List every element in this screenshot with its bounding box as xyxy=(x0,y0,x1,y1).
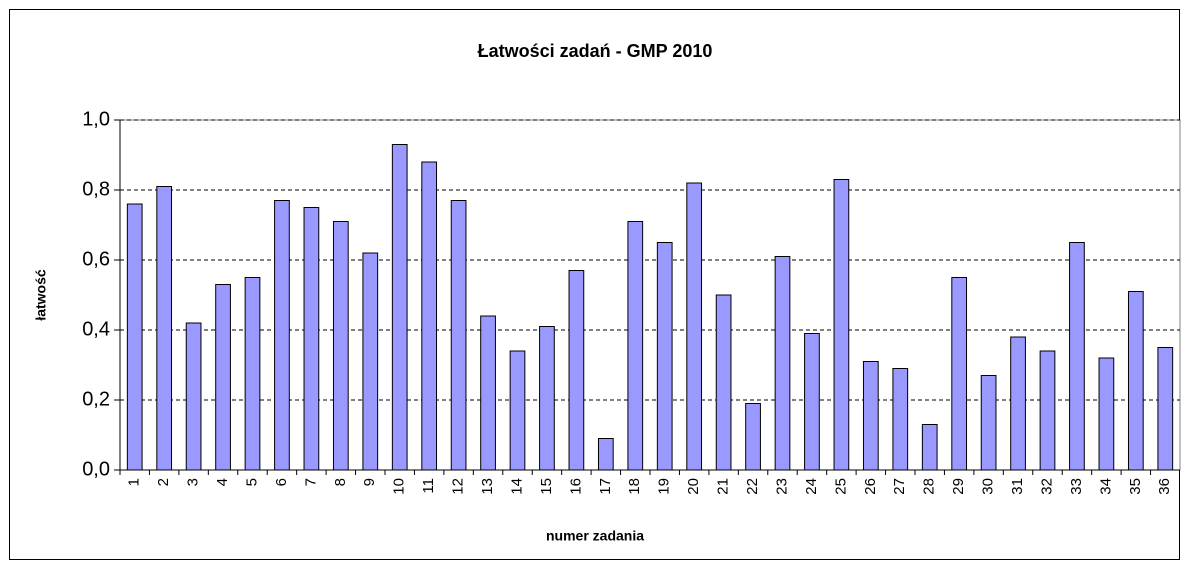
x-tick-label: 22 xyxy=(744,478,761,495)
x-tick-label: 7 xyxy=(302,478,319,486)
x-tick-label: 27 xyxy=(891,478,908,495)
x-tick-label: 33 xyxy=(1068,478,1085,495)
bar xyxy=(480,315,496,471)
bar xyxy=(421,161,438,471)
x-tick-label: 19 xyxy=(656,478,673,495)
x-tick-label: 32 xyxy=(1038,478,1055,495)
bar xyxy=(215,284,231,471)
bar xyxy=(274,200,290,471)
x-tick-label: 35 xyxy=(1127,478,1144,495)
bar xyxy=(303,207,320,471)
bar xyxy=(450,200,467,471)
bar xyxy=(1039,350,1056,471)
x-tick-label: 1 xyxy=(126,478,143,486)
y-tick-label: 0,6 xyxy=(82,248,110,270)
x-tick-label: 6 xyxy=(273,478,290,486)
bar xyxy=(126,203,143,471)
x-tick-label: 24 xyxy=(803,478,820,495)
x-tick-label: 25 xyxy=(832,478,849,495)
x-tick-label: 29 xyxy=(950,478,967,495)
plot-area xyxy=(119,119,1181,471)
x-tick-label: 14 xyxy=(508,478,525,495)
x-tick-label: 18 xyxy=(626,478,643,495)
x-tick-label: 5 xyxy=(243,478,260,486)
bar xyxy=(862,361,879,471)
x-tick-label: 9 xyxy=(361,478,378,486)
y-tick-label: 0,0 xyxy=(82,458,110,480)
bar xyxy=(1157,347,1174,471)
bar xyxy=(921,424,938,471)
bar xyxy=(715,294,732,471)
bar xyxy=(951,277,968,471)
x-tick-label: 8 xyxy=(332,478,349,486)
x-tick-label: 28 xyxy=(921,478,938,495)
y-tick-label: 0,2 xyxy=(82,388,110,410)
chart-title: Łatwości zadań - GMP 2010 xyxy=(478,41,713,61)
bar xyxy=(980,375,997,471)
x-tick-label: 30 xyxy=(980,478,997,495)
bar xyxy=(391,144,408,471)
bar xyxy=(686,182,703,471)
bar xyxy=(1010,336,1026,471)
bar xyxy=(509,350,526,471)
y-tick-label: 0,4 xyxy=(82,318,110,340)
bar xyxy=(539,326,555,471)
bar xyxy=(804,333,820,471)
x-tick-label: 34 xyxy=(1097,478,1114,495)
bar xyxy=(774,256,791,471)
bar xyxy=(892,368,909,471)
x-tick-label: 12 xyxy=(450,478,467,495)
x-tick-label: 23 xyxy=(773,478,790,495)
x-tick-label: 3 xyxy=(185,478,202,486)
y-tick-label: 0,8 xyxy=(82,178,110,200)
bar xyxy=(1127,291,1144,471)
x-tick-label: 10 xyxy=(391,478,408,495)
x-tick-label: 15 xyxy=(538,478,555,495)
bar xyxy=(156,186,173,471)
y-axis-title: łatwość xyxy=(33,269,49,321)
bar xyxy=(244,277,261,471)
x-tick-label: 20 xyxy=(685,478,702,495)
bar xyxy=(1098,357,1115,471)
x-axis-title: numer zadania xyxy=(546,528,644,544)
x-tick-label: 36 xyxy=(1156,478,1173,495)
x-tick-label: 4 xyxy=(214,478,231,486)
bar xyxy=(1069,242,1085,471)
x-tick-label: 26 xyxy=(862,478,879,495)
bar xyxy=(656,242,673,471)
x-tick-label: 11 xyxy=(420,478,437,494)
x-tick-label: 13 xyxy=(479,478,496,495)
x-tick-label: 17 xyxy=(597,478,614,495)
bar xyxy=(627,221,644,471)
bar xyxy=(597,438,614,471)
x-tick-label: 21 xyxy=(715,478,732,495)
x-tick-label: 31 xyxy=(1009,478,1026,495)
x-tick-label: 2 xyxy=(155,478,172,486)
bar xyxy=(362,252,379,471)
bar xyxy=(185,322,202,471)
y-tick-label: 1,0 xyxy=(82,108,110,130)
bar xyxy=(332,221,349,471)
bar xyxy=(745,403,761,471)
x-tick-label: 16 xyxy=(567,478,584,495)
bar xyxy=(833,179,850,471)
bar xyxy=(568,270,585,471)
